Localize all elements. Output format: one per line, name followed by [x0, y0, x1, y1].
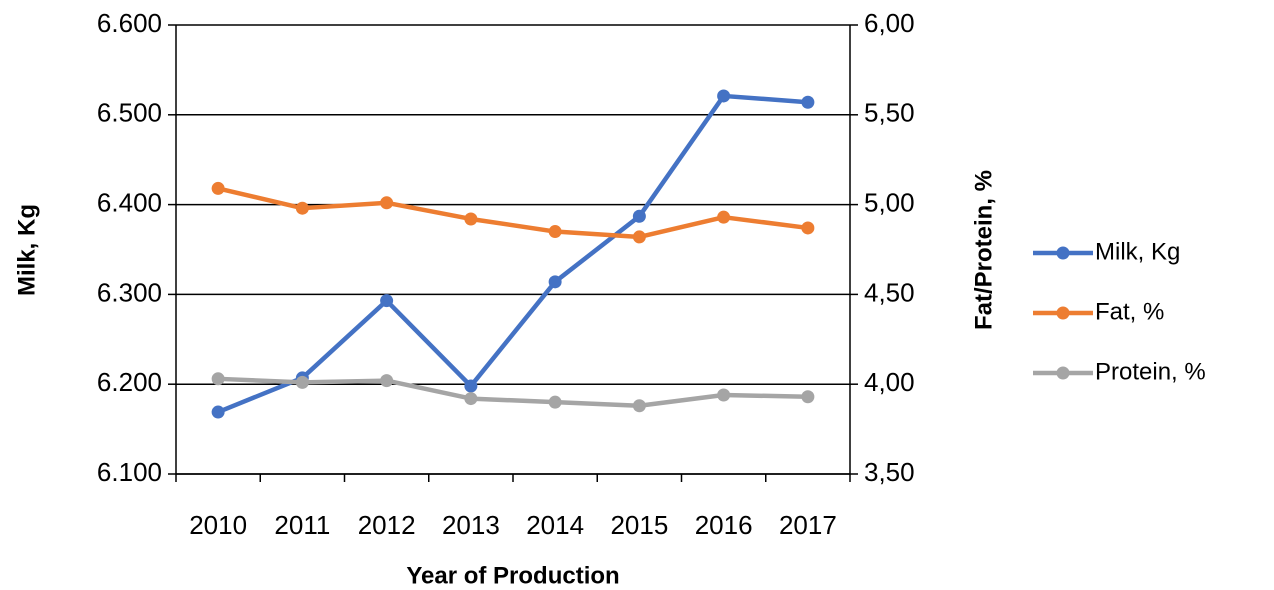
y-tick-label: 6.600	[97, 8, 162, 38]
data-point	[464, 392, 478, 406]
data-point	[717, 210, 731, 224]
y-tick-label: 6.400	[97, 187, 162, 217]
data-point	[295, 201, 309, 215]
legend-label: Protein, %	[1095, 358, 1206, 385]
data-point	[632, 209, 646, 223]
data-point	[211, 372, 225, 386]
x-tick-label: 2012	[358, 510, 416, 540]
data-point	[295, 375, 309, 389]
y2-tick-label: 4,00	[864, 367, 915, 397]
data-point	[632, 399, 646, 413]
x-tick-label: 2011	[274, 510, 330, 540]
data-point	[548, 395, 562, 409]
y2-tick-label: 5,00	[864, 187, 915, 217]
series-line	[218, 376, 808, 409]
data-point	[380, 374, 394, 388]
series-line	[217, 186, 809, 240]
data-point	[548, 225, 562, 239]
data-point	[380, 196, 394, 210]
series-line	[217, 93, 809, 415]
data-point	[464, 379, 478, 393]
data-point	[632, 230, 646, 244]
legend-label: Fat, %	[1095, 298, 1164, 325]
y-tick-label: 6.200	[97, 367, 162, 397]
legend-marker	[1056, 246, 1070, 260]
data-point	[464, 212, 478, 226]
x-tick-label: 2014	[526, 510, 584, 540]
y2-tick-label: 5,50	[864, 98, 915, 128]
x-axis-title: Year of Production	[406, 562, 619, 589]
data-point	[548, 275, 562, 289]
y-tick-label: 6.300	[97, 277, 162, 307]
x-tick-label: 2015	[610, 510, 668, 540]
y2-axis-title: Fat/Protein, %	[970, 170, 997, 330]
data-point	[380, 294, 394, 308]
x-tick-label: 2017	[779, 510, 837, 540]
x-tick-label: 2013	[442, 510, 500, 540]
data-point	[717, 89, 731, 103]
data-point	[801, 390, 815, 404]
y2-tick-label: 3,50	[864, 457, 915, 487]
y-tick-label: 6.500	[97, 98, 162, 128]
data-point	[211, 181, 225, 195]
x-tick-label: 2010	[189, 510, 247, 540]
data-point	[801, 221, 815, 235]
legend-marker	[1056, 306, 1070, 320]
data-point	[717, 388, 731, 402]
legend-label: Milk, Kg	[1095, 238, 1180, 265]
y-tick-label: 6.100	[97, 457, 162, 487]
x-tick-label: 2016	[695, 510, 753, 540]
y2-tick-label: 6,00	[864, 8, 915, 38]
y-axis-title: Milk, Kg	[13, 204, 40, 296]
legend-marker	[1056, 366, 1070, 380]
data-point	[211, 405, 225, 419]
y2-tick-label: 4,50	[864, 277, 915, 307]
data-point	[801, 95, 815, 109]
